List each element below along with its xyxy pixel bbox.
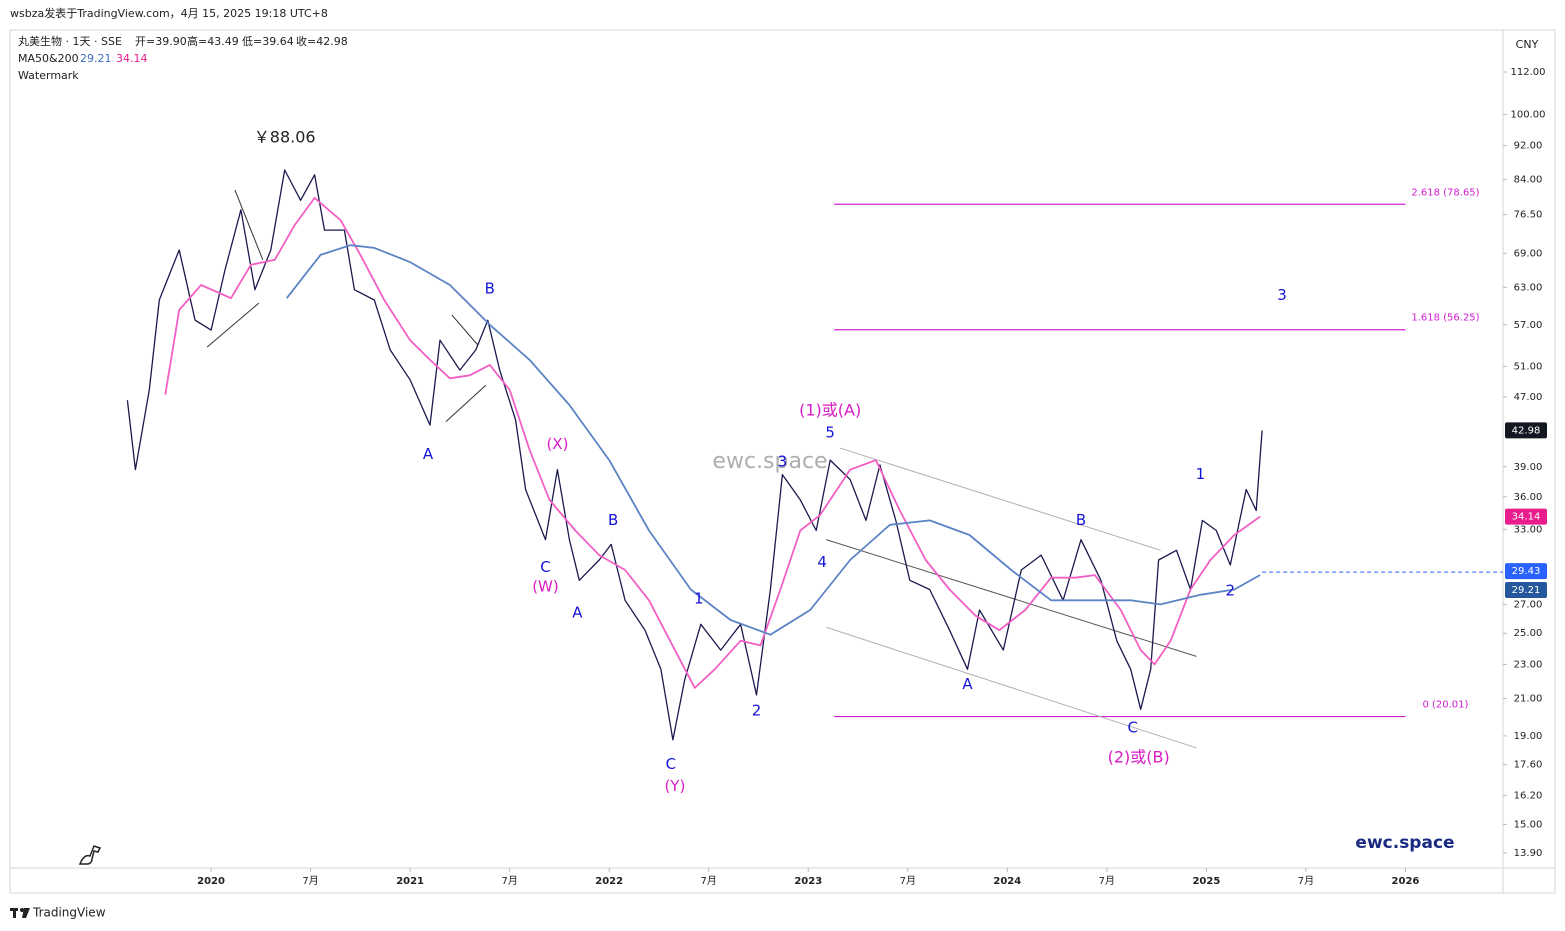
footer-brand: TradingView [32,906,106,920]
y-tick-label: 19.00 [1514,731,1543,742]
y-tick-label: 63.00 [1514,282,1543,293]
watermark: ewc.space [1355,833,1454,853]
wave-label: 3 [778,453,788,471]
y-tick-label: 69.00 [1514,248,1543,259]
x-tick-label: 7月 [701,875,717,887]
wave-label: B [608,511,618,529]
x-tick-label: 7月 [302,875,318,887]
frame [9,29,1556,894]
watermark: ewc.space [712,449,827,474]
y-tick-label: 25.00 [1514,628,1543,639]
y-tick-label: 112.00 [1511,67,1546,78]
price-badge [1505,508,1547,525]
fib-label: 2.618 (78.65) [1411,187,1479,198]
y-tick-label: 76.50 [1514,210,1543,221]
price-badge-label: 34.14 [1512,512,1541,523]
y-tick-label: 21.00 [1514,693,1543,704]
y-tick-label: 84.00 [1514,175,1543,186]
y-tick-label: 13.90 [1514,848,1543,859]
fib-label: 0 (20.01) [1422,700,1468,711]
fib-label: 1.618 (56.25) [1411,313,1479,324]
x-tick-label: 2024 [993,876,1021,887]
y-tick-label: 51.00 [1514,361,1543,372]
wave-label: 4 [817,553,827,571]
y-tick-label: 39.00 [1514,462,1543,473]
ohlc: 高=43.49 [187,34,239,48]
x-tick-label: 7月 [1099,875,1115,887]
price-badge-label: 29.43 [1512,566,1541,577]
y-tick-label: 33.00 [1514,524,1543,535]
wave-label: 5 [825,423,835,441]
x-tick-label: 2026 [1392,876,1420,887]
wave-label: (2)或(B) [1108,748,1170,767]
ma-line [285,244,1261,636]
wave-label: 1 [694,589,704,607]
trendline [445,384,487,423]
footer-logo [10,908,30,918]
y-tick-label: 57.00 [1514,320,1543,331]
wave-label: (W) [532,577,559,595]
ohlc: 收=42.98 [296,34,348,48]
wave-label: 3 [1277,286,1287,304]
currency: CNY [1516,38,1539,51]
wave-label: C [666,755,676,773]
y-tick-label: 100.00 [1511,109,1546,120]
wave-label: A [962,675,973,693]
x-tick-label: 2023 [794,876,822,887]
x-tick-label: 2021 [396,876,424,887]
y-tick-label: 16.20 [1514,791,1543,802]
trendline [826,626,1197,749]
wave-label: B [1076,511,1086,529]
ohlc: 开=39.90 [135,35,187,48]
symbol: 丸美生物 · 1天 · SSE [18,34,122,48]
wave-label: 2 [752,702,762,720]
y-tick-label: 47.00 [1514,392,1543,403]
trendline [234,189,264,261]
y-tick-label: 23.00 [1514,659,1543,670]
trendline [839,447,1161,551]
ma-line [164,197,1261,689]
ohlc: 低=39.64 [242,35,294,48]
trendline [206,302,260,348]
price-badge [1505,422,1547,439]
indicator-value: 29.21 [80,52,112,65]
indicator-value: 34.14 [116,52,148,65]
trendline [451,314,479,346]
price-badge-label: 29.21 [1512,585,1541,596]
wave-label: ￥88.06 [254,127,316,146]
y-tick-label: 92.00 [1514,141,1543,152]
wave-label: A [423,445,434,463]
x-tick-label: 2020 [197,876,225,887]
x-tick-label: 2025 [1192,876,1220,887]
price-line [126,169,1263,741]
y-tick-label: 15.00 [1514,819,1543,830]
price-badge-label: 42.98 [1512,425,1541,436]
price-badge [1505,581,1547,598]
wave-label: B [485,280,495,298]
indicator: MA50&200 [18,52,79,65]
wave-label: (Y) [664,777,685,795]
wave-label: A [572,603,583,621]
y-tick-label: 36.00 [1514,492,1543,503]
price-badge [1505,563,1547,580]
x-tick-label: 7月 [900,875,916,887]
wave-label: 2 [1226,581,1236,599]
logo-icon [78,845,102,865]
y-tick-label: 17.60 [1514,760,1543,771]
wave-label: C [540,558,550,576]
wave-label: C [1127,719,1137,737]
y-tick-label: 27.00 [1514,599,1543,610]
x-tick-label: 2022 [595,876,623,887]
attribution: wsbza发表于TradingView.com，4月 15, 2025 19:1… [10,6,328,20]
wave-label: 1 [1196,465,1206,483]
x-tick-label: 7月 [501,875,517,887]
wave-label: (1)或(A) [799,400,861,419]
wave-label: (X) [546,435,568,453]
x-tick-label: 7月 [1298,875,1314,887]
watermark-label: Watermark [18,69,79,82]
